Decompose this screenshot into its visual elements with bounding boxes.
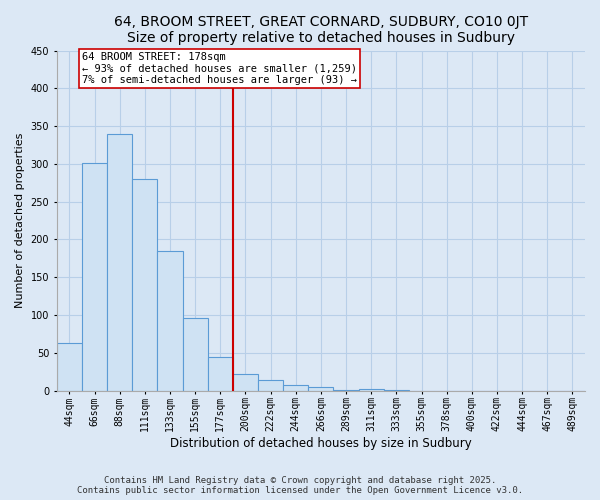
Bar: [82, 163, 107, 390]
Text: Contains HM Land Registry data © Crown copyright and database right 2025.
Contai: Contains HM Land Registry data © Crown c…: [77, 476, 523, 495]
Bar: [132, 179, 157, 390]
Bar: [182, 318, 208, 390]
Bar: [233, 374, 258, 390]
Bar: [57, 343, 82, 390]
Bar: [283, 386, 308, 390]
Bar: [359, 389, 384, 390]
Y-axis label: Number of detached properties: Number of detached properties: [15, 133, 25, 308]
Bar: [157, 251, 182, 390]
Bar: [208, 356, 233, 390]
Bar: [308, 387, 334, 390]
X-axis label: Distribution of detached houses by size in Sudbury: Distribution of detached houses by size …: [170, 437, 472, 450]
Bar: [258, 380, 283, 390]
Text: 64 BROOM STREET: 178sqm
← 93% of detached houses are smaller (1,259)
7% of semi-: 64 BROOM STREET: 178sqm ← 93% of detache…: [82, 52, 357, 85]
Title: 64, BROOM STREET, GREAT CORNARD, SUDBURY, CO10 0JT
Size of property relative to : 64, BROOM STREET, GREAT CORNARD, SUDBURY…: [114, 15, 528, 45]
Bar: [107, 134, 132, 390]
